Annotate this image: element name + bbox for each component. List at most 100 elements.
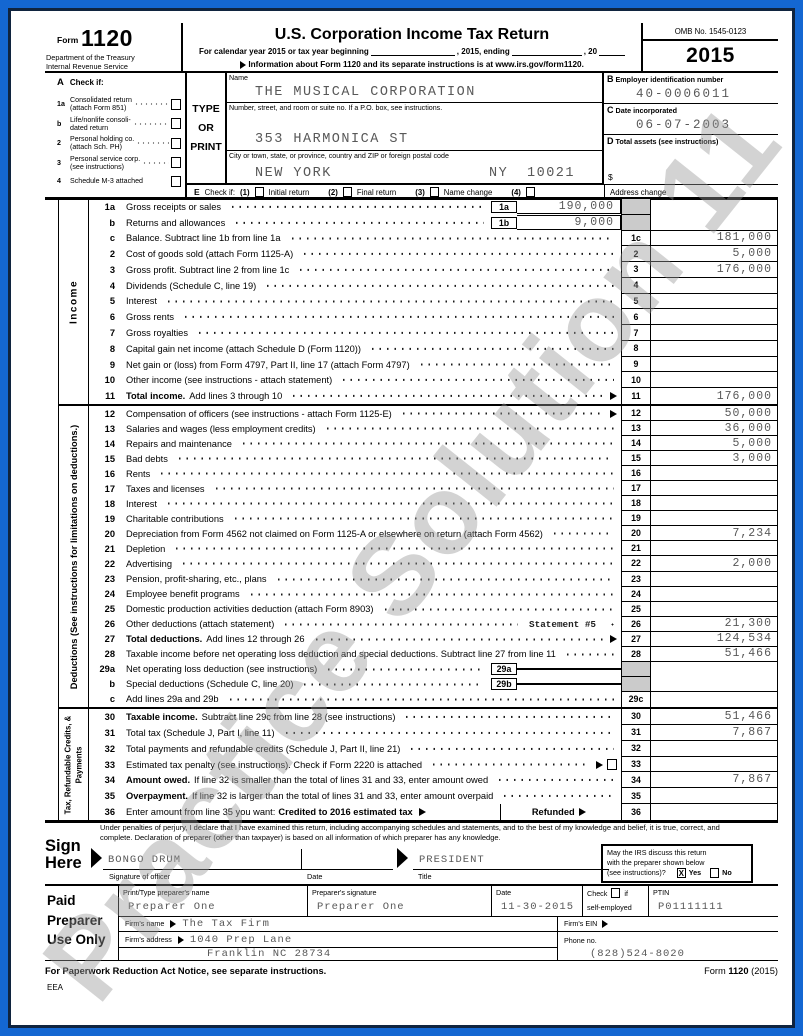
name-change-checkbox[interactable] bbox=[429, 187, 439, 197]
line-3-amount[interactable]: 176,000 bbox=[651, 262, 777, 278]
date-incorporated-box[interactable]: C Date incorporated 06-07-2003 bbox=[604, 104, 778, 135]
consolidated-return-checkbox[interactable] bbox=[171, 98, 181, 110]
line-18-amount[interactable] bbox=[651, 496, 777, 512]
blank-field[interactable] bbox=[370, 48, 455, 56]
line-description: Gross receipts or sales 1a 190,000 bbox=[122, 199, 621, 215]
street-value: 353 HARMONICA ST bbox=[255, 132, 409, 147]
firm-name-cell[interactable]: Firm's name The Tax Firm bbox=[125, 917, 270, 930]
line-7-amount[interactable] bbox=[651, 325, 777, 341]
firm-address-cell[interactable]: Firm's address 1040 Prep Lane bbox=[119, 932, 557, 948]
irs-discuss-yes-checkbox[interactable]: X bbox=[676, 868, 686, 879]
preparer-date-cell[interactable]: Date 11-30-2015 bbox=[491, 886, 582, 916]
ein-box[interactable]: B Employer identification number 40-00060… bbox=[604, 73, 778, 104]
line-25-amount[interactable] bbox=[651, 602, 777, 617]
line-label-text: Total payments and refundable credits (S… bbox=[126, 743, 401, 754]
firm-name-value: The Tax Firm bbox=[182, 917, 270, 930]
line-30-amount[interactable]: 51,466 bbox=[651, 709, 777, 725]
blank-field[interactable] bbox=[511, 48, 582, 56]
personal-service-checkbox[interactable] bbox=[171, 157, 181, 169]
line-1b-amount[interactable]: 9,000 bbox=[517, 215, 621, 231]
street-field[interactable]: Number, street, and room or suite no. If… bbox=[227, 103, 602, 151]
line-27-amount[interactable]: 124,534 bbox=[651, 632, 777, 647]
line-15-amount[interactable]: 3,000 bbox=[651, 451, 777, 467]
line-2-amount[interactable]: 5,000 bbox=[651, 246, 777, 263]
lifenonlife-checkbox[interactable] bbox=[171, 118, 181, 130]
line-23-amount[interactable] bbox=[651, 572, 777, 587]
preparer-name-cell[interactable]: Print/Type preparer's name Preparer One bbox=[123, 888, 216, 913]
right-arrow-icon bbox=[170, 919, 177, 928]
name-field[interactable]: Name THE MUSICAL CORPORATION bbox=[227, 73, 602, 103]
line-31-amount[interactable]: 7,867 bbox=[651, 725, 777, 741]
line-label-text: Interest bbox=[126, 498, 158, 509]
schedule-m3-checkbox[interactable] bbox=[171, 175, 181, 187]
line-1a-amount[interactable]: 190,000 bbox=[517, 199, 621, 215]
irs-discuss-no-checkbox[interactable] bbox=[710, 868, 720, 879]
line-29c-amount[interactable] bbox=[651, 692, 777, 707]
line-19-amount[interactable] bbox=[651, 511, 777, 527]
right-arrow-icon bbox=[610, 409, 617, 418]
line-35-amount[interactable] bbox=[651, 788, 777, 805]
firm-ein-cell[interactable]: Firm's EIN bbox=[557, 916, 778, 932]
line-13-amount[interactable]: 36,000 bbox=[651, 421, 777, 437]
line-20-amount[interactable]: 7,234 bbox=[651, 526, 777, 542]
dot-leader bbox=[494, 772, 614, 789]
firm-city-cell[interactable]: Franklin NC 28734 bbox=[119, 948, 557, 960]
line-29a-amount[interactable] bbox=[651, 662, 777, 677]
line-36-amount[interactable] bbox=[651, 804, 777, 820]
line-17-amount[interactable] bbox=[651, 481, 777, 497]
line-9-amount[interactable] bbox=[651, 357, 777, 373]
line-4-amount[interactable] bbox=[651, 278, 777, 294]
line-11-amount[interactable]: 176,000 bbox=[716, 389, 772, 403]
line-14-amount[interactable]: 5,000 bbox=[651, 436, 777, 452]
line-1b-amount[interactable] bbox=[651, 215, 777, 231]
line-1a-amount[interactable] bbox=[651, 199, 777, 215]
total-assets-box[interactable]: D Total assets (see instructions) $ bbox=[604, 135, 778, 185]
right-arrow-icon bbox=[177, 935, 184, 944]
line-23-number-box: 23 bbox=[621, 571, 651, 587]
line-29b-amount[interactable] bbox=[651, 677, 777, 692]
line-label-text: Depreciation from Form 4562 not claimed … bbox=[126, 528, 543, 539]
city-field[interactable]: City or town, state, or province, countr… bbox=[229, 152, 576, 181]
form-line-18: 18 Interest 18 bbox=[89, 496, 777, 512]
final-return-checkbox[interactable] bbox=[342, 187, 352, 197]
line-6-amount[interactable] bbox=[651, 309, 777, 326]
address-change-checkbox[interactable] bbox=[525, 187, 535, 197]
line-16-amount[interactable] bbox=[651, 466, 777, 482]
officer-title-value[interactable]: PRESIDENT bbox=[419, 854, 485, 866]
line-10-amount[interactable] bbox=[651, 372, 777, 389]
line-22-amount[interactable]: 2,000 bbox=[651, 556, 777, 572]
dot-leader bbox=[606, 616, 614, 632]
line-6-number-box: 6 bbox=[621, 309, 651, 326]
form-2220-checkbox[interactable] bbox=[607, 759, 617, 770]
phone-value-cell[interactable]: (828)524-8020 bbox=[557, 948, 778, 960]
dot-leader bbox=[310, 631, 603, 647]
line-28-amount[interactable]: 51,466 bbox=[651, 647, 777, 662]
line-26-amount[interactable]: 21,300 bbox=[651, 617, 777, 632]
line-4-number-box: 4 bbox=[621, 277, 651, 294]
line-5-amount[interactable] bbox=[651, 294, 777, 310]
line-1c-amount[interactable]: 181,000 bbox=[651, 231, 777, 247]
officer-signature-value[interactable]: BONGO DRUM bbox=[108, 854, 182, 866]
line-28-number-box: 28 bbox=[621, 646, 651, 662]
blank-field[interactable] bbox=[599, 48, 626, 56]
ptin-cell[interactable]: PTIN P01111111 bbox=[648, 886, 778, 916]
line-35-number-box: 35 bbox=[621, 788, 651, 805]
line-description: Depletion bbox=[122, 541, 621, 557]
line-24-amount[interactable] bbox=[651, 587, 777, 602]
line-21-amount[interactable] bbox=[651, 541, 777, 557]
self-employed-checkbox[interactable] bbox=[611, 888, 621, 898]
initial-return-checkbox[interactable] bbox=[254, 187, 264, 197]
line-29b-amount[interactable] bbox=[517, 683, 621, 686]
personal-holding-checkbox[interactable] bbox=[171, 137, 181, 149]
preparer-signature-cell[interactable]: Preparer's signature Preparer One bbox=[307, 886, 491, 916]
row-e: E Check if: (1) Initial return (2) Final… bbox=[45, 185, 778, 199]
line-34-amount[interactable]: 7,867 bbox=[651, 772, 777, 789]
line-description: Net gain or (loss) from Form 4797, Part … bbox=[122, 356, 621, 373]
line-33-amount[interactable] bbox=[651, 757, 777, 773]
line-29a-amount[interactable] bbox=[517, 668, 621, 671]
line-label-text: If line 32 is larger than the total of l… bbox=[192, 791, 494, 802]
line-12-amount[interactable]: 50,000 bbox=[651, 406, 777, 422]
line-32-amount[interactable] bbox=[651, 741, 777, 757]
line-8-amount[interactable] bbox=[651, 341, 777, 357]
